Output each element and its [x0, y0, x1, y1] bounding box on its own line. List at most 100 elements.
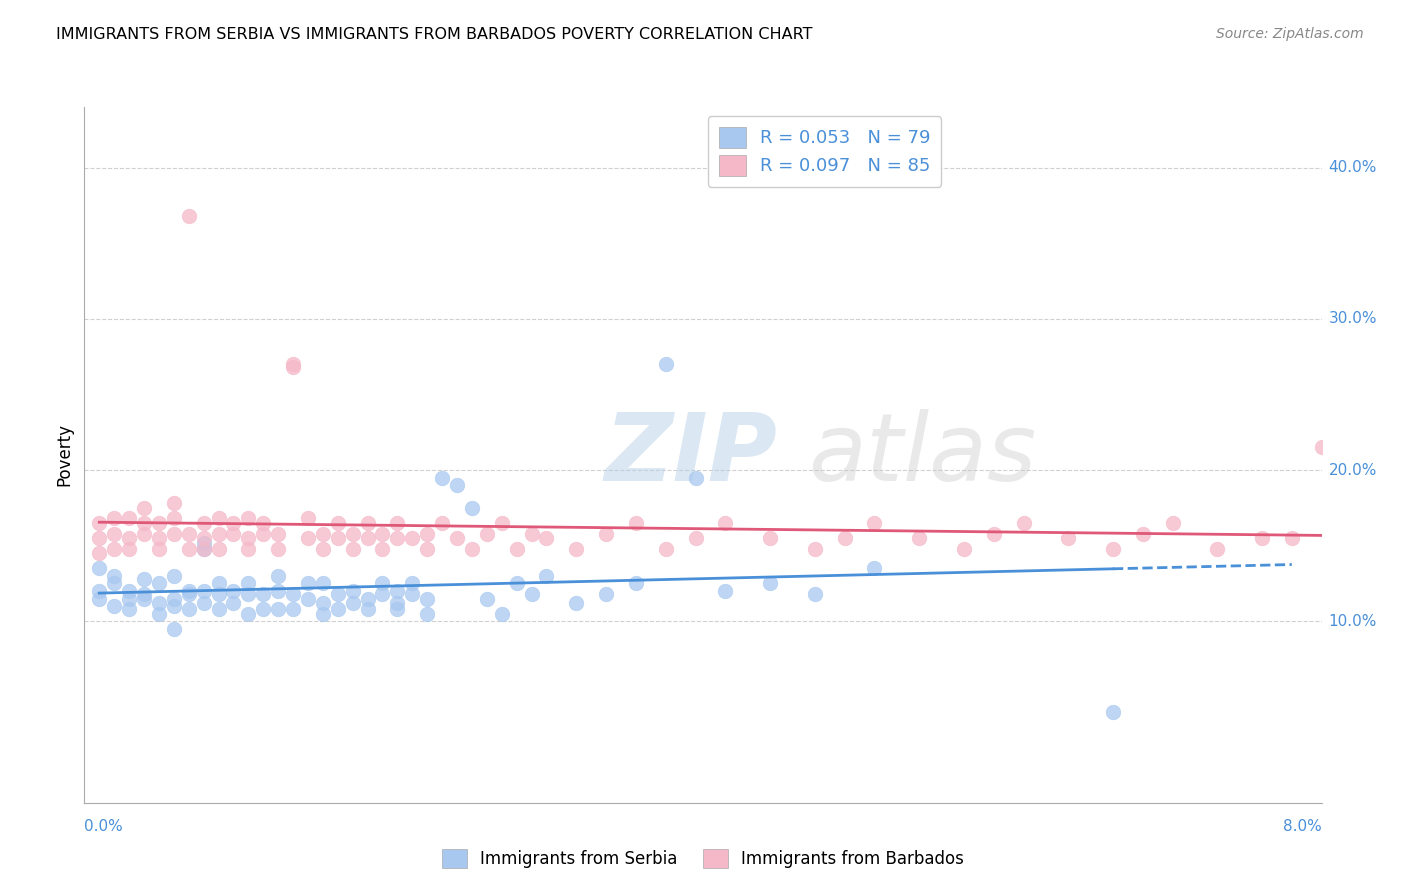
Point — [1281, 531, 1303, 545]
Point — [118, 541, 141, 556]
Point — [387, 531, 409, 545]
Point — [177, 587, 200, 601]
Point — [89, 584, 111, 599]
Point — [163, 496, 186, 510]
Point — [163, 622, 186, 636]
Point — [103, 576, 125, 591]
Point — [118, 584, 141, 599]
Point — [222, 526, 245, 541]
Point — [132, 587, 155, 601]
Point — [654, 541, 676, 556]
Point — [267, 541, 290, 556]
Point — [387, 584, 409, 599]
Point — [238, 607, 260, 621]
Point — [148, 576, 170, 591]
Point — [177, 526, 200, 541]
Point — [371, 576, 394, 591]
Point — [342, 541, 364, 556]
Point — [297, 531, 319, 545]
Point — [356, 516, 378, 530]
Point — [342, 584, 364, 599]
Y-axis label: Poverty: Poverty — [55, 424, 73, 486]
Point — [281, 602, 304, 616]
Point — [238, 531, 260, 545]
Point — [238, 511, 260, 525]
Point — [267, 602, 290, 616]
Point — [759, 576, 782, 591]
Point — [804, 541, 827, 556]
Point — [281, 587, 304, 601]
Point — [163, 569, 186, 583]
Text: 20.0%: 20.0% — [1329, 463, 1376, 477]
Point — [132, 516, 155, 530]
Point — [207, 526, 229, 541]
Point — [536, 569, 558, 583]
Point — [297, 511, 319, 525]
Point — [387, 516, 409, 530]
Point — [1206, 541, 1229, 556]
Point — [222, 596, 245, 610]
Point — [132, 572, 155, 586]
Legend: Immigrants from Serbia, Immigrants from Barbados: Immigrants from Serbia, Immigrants from … — [436, 842, 970, 875]
Point — [371, 526, 394, 541]
Point — [238, 587, 260, 601]
Point — [863, 516, 886, 530]
Point — [312, 576, 335, 591]
Point — [238, 541, 260, 556]
Point — [297, 591, 319, 606]
Point — [401, 587, 423, 601]
Point — [356, 602, 378, 616]
Point — [326, 602, 349, 616]
Point — [193, 596, 215, 610]
Point — [103, 569, 125, 583]
Point — [505, 541, 527, 556]
Point — [416, 526, 439, 541]
Point — [163, 511, 186, 525]
Point — [804, 587, 827, 601]
Text: IMMIGRANTS FROM SERBIA VS IMMIGRANTS FROM BARBADOS POVERTY CORRELATION CHART: IMMIGRANTS FROM SERBIA VS IMMIGRANTS FRO… — [56, 27, 813, 42]
Text: 0.0%: 0.0% — [84, 819, 124, 834]
Point — [520, 526, 543, 541]
Point — [595, 587, 617, 601]
Point — [834, 531, 856, 545]
Point — [193, 541, 215, 556]
Point — [475, 526, 498, 541]
Point — [267, 569, 290, 583]
Point — [685, 470, 707, 484]
Point — [118, 591, 141, 606]
Point — [222, 584, 245, 599]
Point — [536, 531, 558, 545]
Point — [207, 541, 229, 556]
Point — [267, 526, 290, 541]
Point — [491, 516, 513, 530]
Point — [312, 541, 335, 556]
Point — [312, 596, 335, 610]
Point — [89, 561, 111, 575]
Point — [624, 516, 647, 530]
Point — [416, 541, 439, 556]
Point — [505, 576, 527, 591]
Point — [326, 587, 349, 601]
Point — [132, 500, 155, 515]
Point — [356, 591, 378, 606]
Point — [163, 526, 186, 541]
Point — [89, 516, 111, 530]
Point — [193, 584, 215, 599]
Point — [983, 526, 1005, 541]
Point — [193, 531, 215, 545]
Point — [520, 587, 543, 601]
Point — [89, 531, 111, 545]
Point — [624, 576, 647, 591]
Point — [1161, 516, 1184, 530]
Point — [387, 602, 409, 616]
Point — [148, 531, 170, 545]
Text: Source: ZipAtlas.com: Source: ZipAtlas.com — [1216, 27, 1364, 41]
Point — [595, 526, 617, 541]
Point — [118, 602, 141, 616]
Point — [908, 531, 931, 545]
Point — [132, 526, 155, 541]
Point — [163, 599, 186, 614]
Point — [1102, 705, 1125, 719]
Point — [103, 599, 125, 614]
Point — [89, 546, 111, 560]
